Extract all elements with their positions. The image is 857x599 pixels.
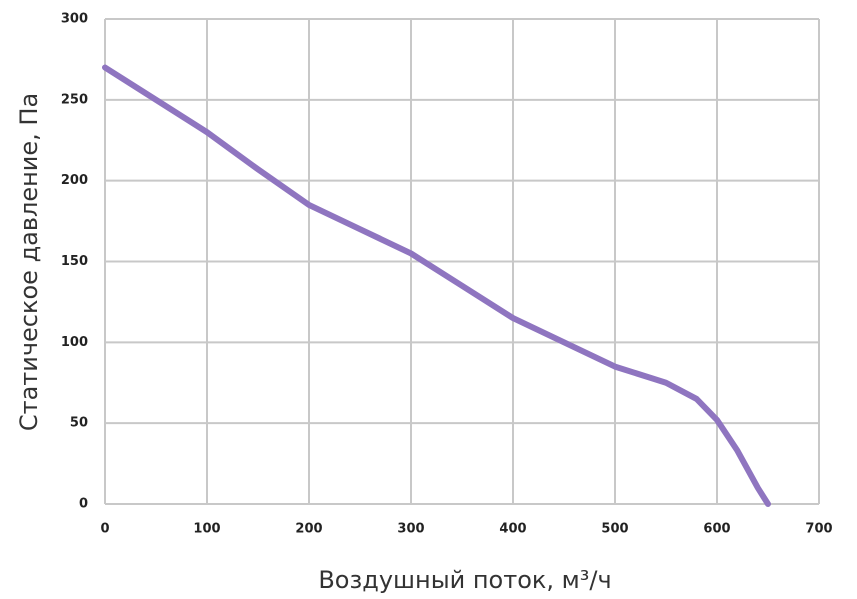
- x-axis-title: Воздушный поток, м³/ч: [318, 566, 611, 594]
- y-tick-label: 150: [61, 254, 88, 269]
- line: [102, 64, 771, 507]
- x-tick-label: 500: [601, 522, 628, 537]
- y-tick-label: 300: [61, 12, 88, 27]
- x-tick-label: 0: [100, 522, 109, 537]
- y-axis-title: Статическое давление, Па: [15, 93, 43, 431]
- y-tick-label: 100: [61, 335, 88, 350]
- x-tick-label: 400: [499, 522, 526, 537]
- y-tick-label: 0: [79, 497, 88, 512]
- y-tick-label: 250: [61, 92, 88, 107]
- x-tick-label: 200: [295, 522, 322, 537]
- x-tick-label: 700: [805, 522, 832, 537]
- y-tick-label: 200: [61, 173, 88, 188]
- x-tick-label: 100: [193, 522, 220, 537]
- x-tick-label: 600: [703, 522, 730, 537]
- x-tick-label: 300: [397, 522, 424, 537]
- y-tick-label: 50: [70, 416, 88, 431]
